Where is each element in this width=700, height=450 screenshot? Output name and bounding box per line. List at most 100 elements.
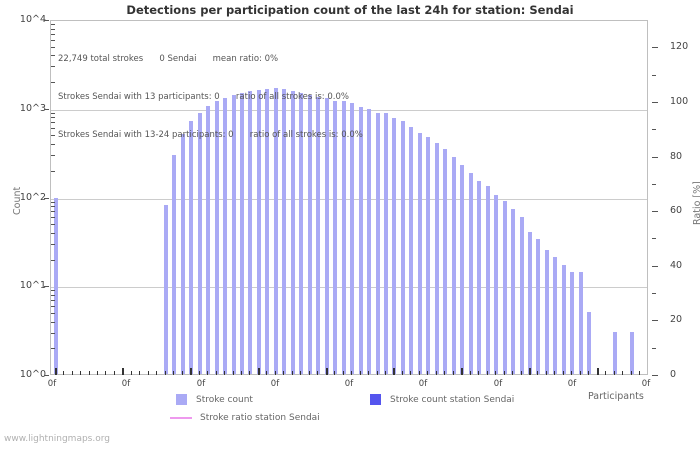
bar [553,257,557,374]
y-axis-minor-tick [51,206,55,207]
y-axis-minor-tick [51,217,55,218]
x-axis-tick-mark [258,368,260,375]
bar [511,209,515,374]
watermark: www.lightningmaps.org [4,434,110,444]
gridline [51,110,647,111]
x-axis-tick-mark [537,371,538,375]
y-axis-tick-mark [44,198,49,199]
y-axis-right-minor-tick [652,129,656,130]
bar [469,173,473,374]
bar [215,101,219,374]
x-axis-tick-mark [512,371,513,375]
legend-item[interactable]: Stroke count [176,394,253,405]
x-axis-tick-mark [63,371,64,375]
x-axis-tick-mark [72,371,73,375]
bar [376,113,380,374]
x-axis-tick-mark [207,371,208,375]
x-axis-tick-mark [216,371,217,375]
bar [570,272,574,374]
y-axis-right-minor-tick [652,348,656,349]
bar [282,89,286,374]
y-axis-minor-tick [51,348,55,349]
x-axis-tick-mark [563,371,564,375]
y-axis-tick-mark [44,109,49,110]
y-axis-right-ticks: 120 100 80 60 40 20 0 [652,0,700,450]
x-axis-tick-mark [199,371,200,375]
annotation-block: 22,749 total strokes 0 Sendai mean ratio… [58,28,363,167]
x-axis-tick-mark [453,371,454,375]
bar [164,205,168,374]
legend-color-swatch [176,394,187,405]
y-axis-tick-label: 10^2 [19,191,46,203]
y-axis-minor-tick [51,113,55,114]
x-axis-tick-mark [419,371,420,375]
x-axis-tick-mark [368,371,369,375]
legend-label: Stroke ratio station Sendai [200,413,320,423]
y-axis-right-tick-mark [652,157,658,158]
bar [587,312,591,374]
y-axis-minor-tick [51,47,55,48]
y-axis-right-tick-mark [652,211,658,212]
x-axis-tick-mark [55,368,57,375]
bar [265,89,269,374]
legend-item[interactable]: Stroke count station Sendai [370,394,514,405]
y-axis-minor-tick [51,290,55,291]
bar [528,232,532,374]
y-axis-minor-tick [51,244,55,245]
legend-item[interactable]: Stroke ratio station Sendai [170,413,320,423]
bar [443,149,447,374]
legend-label: Stroke count [196,394,253,405]
bar [316,97,320,374]
y-axis-tick-mark [44,20,49,21]
y-axis-right-minor-tick [652,184,656,185]
bar [426,137,430,374]
y-axis-right-minor-tick [652,293,656,294]
x-axis-tick-mark [504,371,505,375]
bar [299,93,303,374]
bar [240,93,244,374]
bar [342,101,346,374]
y-axis-minor-tick [51,122,55,123]
x-axis-tick-mark [495,371,496,375]
y-axis-right-minor-tick [652,238,656,239]
bar [562,265,566,374]
y-axis-right-tick-mark [652,102,658,103]
bar [435,143,439,374]
x-axis-tick-mark [546,371,547,375]
bar [223,98,227,374]
x-axis-tick-mark [173,371,174,375]
x-axis-tick-mark [105,371,106,375]
x-axis-tick-mark [393,368,395,375]
x-axis-tick-mark [410,371,411,375]
bar [520,217,524,374]
y-axis-minor-tick [51,117,55,118]
x-axis-tick-mark [597,368,599,375]
x-axis-tick-mark [122,368,124,375]
x-axis-tick-label: 0f [121,379,131,389]
x-axis-tick-mark [182,371,183,375]
y-axis-minor-tick [51,40,55,41]
y-axis-minor-tick [51,202,55,203]
bar [325,98,329,374]
x-axis-tick-mark [529,368,531,375]
bar [536,239,540,374]
x-axis-tick-mark [326,368,328,375]
bar [409,127,413,374]
bar [503,201,507,374]
x-axis-tick-mark [487,371,488,375]
x-axis-tick-mark [343,371,344,375]
x-axis-tick-mark [249,371,250,375]
bar [333,101,337,374]
y-axis-minor-tick [51,295,55,296]
x-axis-tick-mark [241,371,242,375]
x-axis-tick-mark [605,371,606,375]
y-axis-tick-label: 10^3 [19,102,46,114]
y-axis-minor-tick [51,155,55,156]
bar [359,107,363,374]
legend-line-swatch [170,417,192,419]
x-axis-tick-mark [224,371,225,375]
x-axis-tick-mark [309,371,310,375]
x-axis-label: Participants [588,391,644,402]
bar-series-layer [51,21,647,374]
